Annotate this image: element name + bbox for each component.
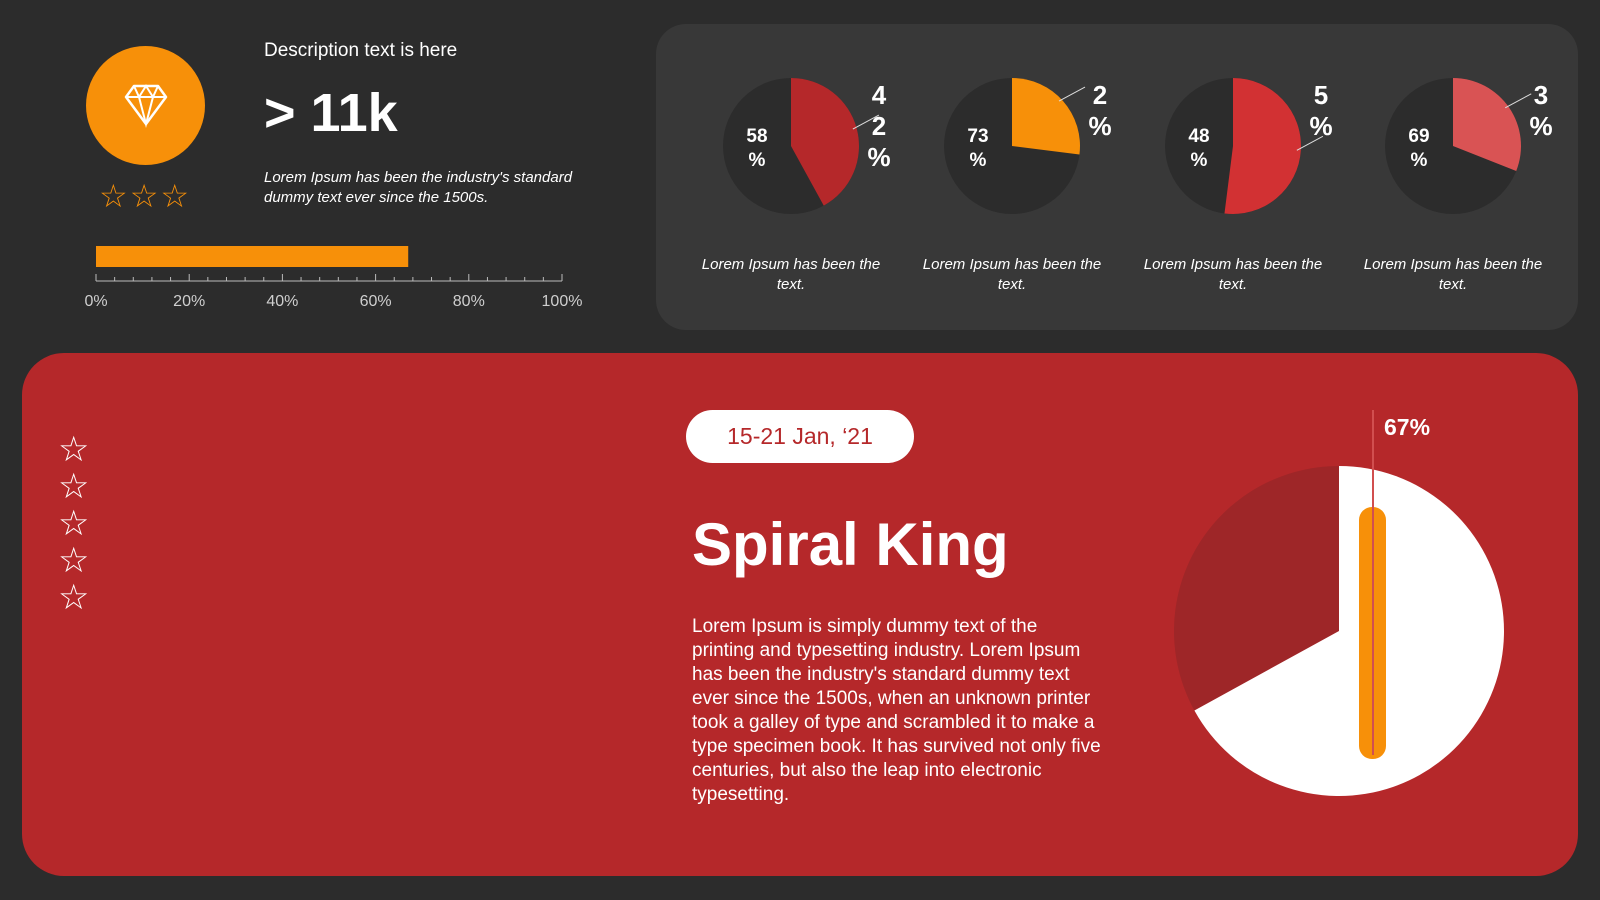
tick-label: 100% [542, 293, 583, 310]
slice-label: % [1088, 111, 1111, 141]
leader-line [1296, 135, 1324, 151]
star-icon: ☆ [58, 430, 90, 469]
highlight-body: Lorem Ipsum is simply dummy text of the … [692, 616, 1101, 805]
leader-line [1505, 93, 1532, 109]
slice-label: 69 [1408, 126, 1429, 147]
pie-slice-rest [1174, 466, 1339, 711]
diamond-badge [86, 46, 205, 165]
pie-4: 69%3% [1385, 78, 1553, 214]
description-body: Lorem Ipsum has been the industry's stan… [264, 169, 573, 206]
tick-label: 0% [84, 293, 107, 310]
pie-panel: 58% 4 2% 73% 2% 48% 5% 69% 3% Lorem Ipsum has be… [656, 24, 1578, 330]
star-icon: ☆ [58, 541, 90, 580]
star-column: ☆ ☆ ☆ ☆ ☆ [58, 432, 89, 615]
leader-line [1058, 86, 1086, 102]
pie-2: 73%2% [944, 78, 1112, 214]
star-icon: ☆ [58, 504, 90, 543]
pie-1: 58% 42% [723, 78, 891, 214]
slice-label: % [749, 150, 766, 171]
description-title: Description text is here [264, 40, 458, 61]
leader-line [852, 114, 880, 130]
tick-label: 60% [360, 293, 392, 310]
rating-stars: ☆ ☆ ☆ [99, 180, 189, 212]
pie-slice [1012, 78, 1080, 155]
pie-slice [791, 78, 859, 206]
slice-label: 48 [1188, 126, 1209, 147]
pie-caption: Lorem Ipsum has been the text. [701, 256, 881, 293]
slice-label: % [1191, 150, 1208, 171]
pie-caption: Lorem Ipsum has been the text. [922, 256, 1102, 293]
pie-slice [1453, 78, 1521, 172]
slice-label: 2 [872, 111, 886, 141]
slice-label: 73 [967, 126, 988, 147]
slice-label: 3 [1534, 80, 1548, 110]
pie-slice [1224, 78, 1301, 215]
pie-3: 48%5% [1165, 78, 1333, 215]
slice-label: % [1529, 111, 1552, 141]
star-icon: ☆ [129, 178, 159, 214]
slice-label: % [1309, 111, 1332, 141]
pie-slice-main [1194, 466, 1504, 796]
slice-label: 5 [1314, 80, 1328, 110]
pie-charts: 58%42%73%2% 48%5% 69%3% [723, 78, 1553, 215]
progress-bar-chart: 0% 20% 40% 60% 80% 100% [84, 246, 583, 310]
big-pie-chart: 67% [1174, 410, 1504, 796]
date-badge: 15-21 Jan, ‘21 [686, 410, 914, 463]
slice-label: 4 [872, 80, 887, 110]
slice-label: 2 [1093, 80, 1107, 110]
highlight-title: Spiral King [692, 511, 1009, 578]
tick-label: 20% [173, 293, 205, 310]
tick-label: 40% [266, 293, 298, 310]
progress-bar [96, 246, 409, 267]
slice-label: % [970, 150, 987, 171]
diamond-icon [124, 84, 168, 128]
big-stat: > 11k [264, 83, 398, 143]
star-icon: ☆ [99, 178, 128, 214]
pie-value-label: 67% [1384, 414, 1430, 440]
star-icon: ☆ [160, 178, 190, 214]
pie-caption: Lorem Ipsum has been the text. [1143, 256, 1323, 293]
star-icon: ☆ [58, 467, 90, 506]
pie-caption: Lorem Ipsum has been the text. [1363, 256, 1543, 293]
slice-label: % [1411, 150, 1428, 171]
star-icon: ☆ [58, 578, 90, 617]
slice-label: % [867, 142, 890, 172]
slice-label: 58 [746, 126, 767, 147]
tick-label: 80% [453, 293, 485, 310]
